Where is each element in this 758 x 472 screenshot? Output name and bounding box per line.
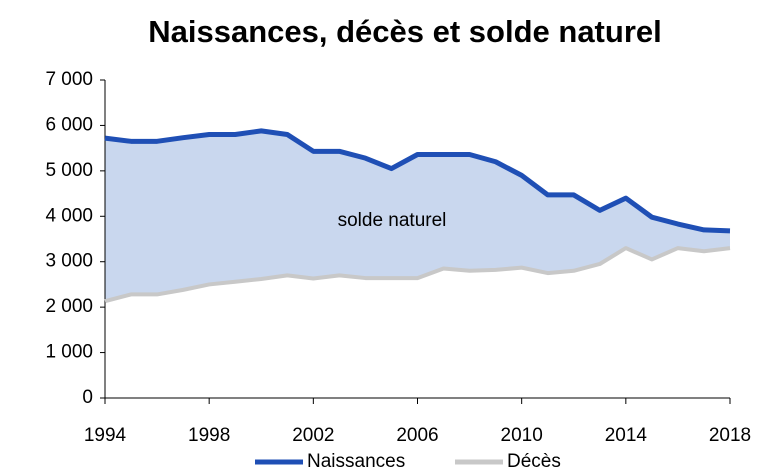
x-tick-label: 2010 <box>501 425 543 446</box>
y-tick-label: 1 000 <box>45 342 93 363</box>
annotation: solde naturel <box>338 210 447 231</box>
y-tick-label: 4 000 <box>45 205 93 226</box>
y-tick-label: 6 000 <box>45 114 93 135</box>
y-tick-label: 7 000 <box>45 69 93 90</box>
x-tick-label: 2014 <box>605 425 648 446</box>
line-series <box>104 128 731 234</box>
x-tick-label: 1994 <box>84 425 127 446</box>
legend-label: Naissances <box>307 451 405 472</box>
y-tick-label: 3 000 <box>45 251 93 272</box>
line-series <box>104 246 731 304</box>
y-tick-label: 5 000 <box>45 160 93 181</box>
solde-area <box>105 130 730 302</box>
legend-label: Décès <box>507 451 561 472</box>
y-tick-label: 2 000 <box>45 296 93 317</box>
x-tick-label: 2018 <box>709 425 751 446</box>
x-tick-label: 2006 <box>396 425 438 446</box>
y-tick-label: 0 <box>82 387 93 408</box>
chart-title: Naissances, décès et solde naturel <box>148 14 661 49</box>
x-tick-label: 1998 <box>188 425 230 446</box>
x-tick-label: 2002 <box>292 425 334 446</box>
